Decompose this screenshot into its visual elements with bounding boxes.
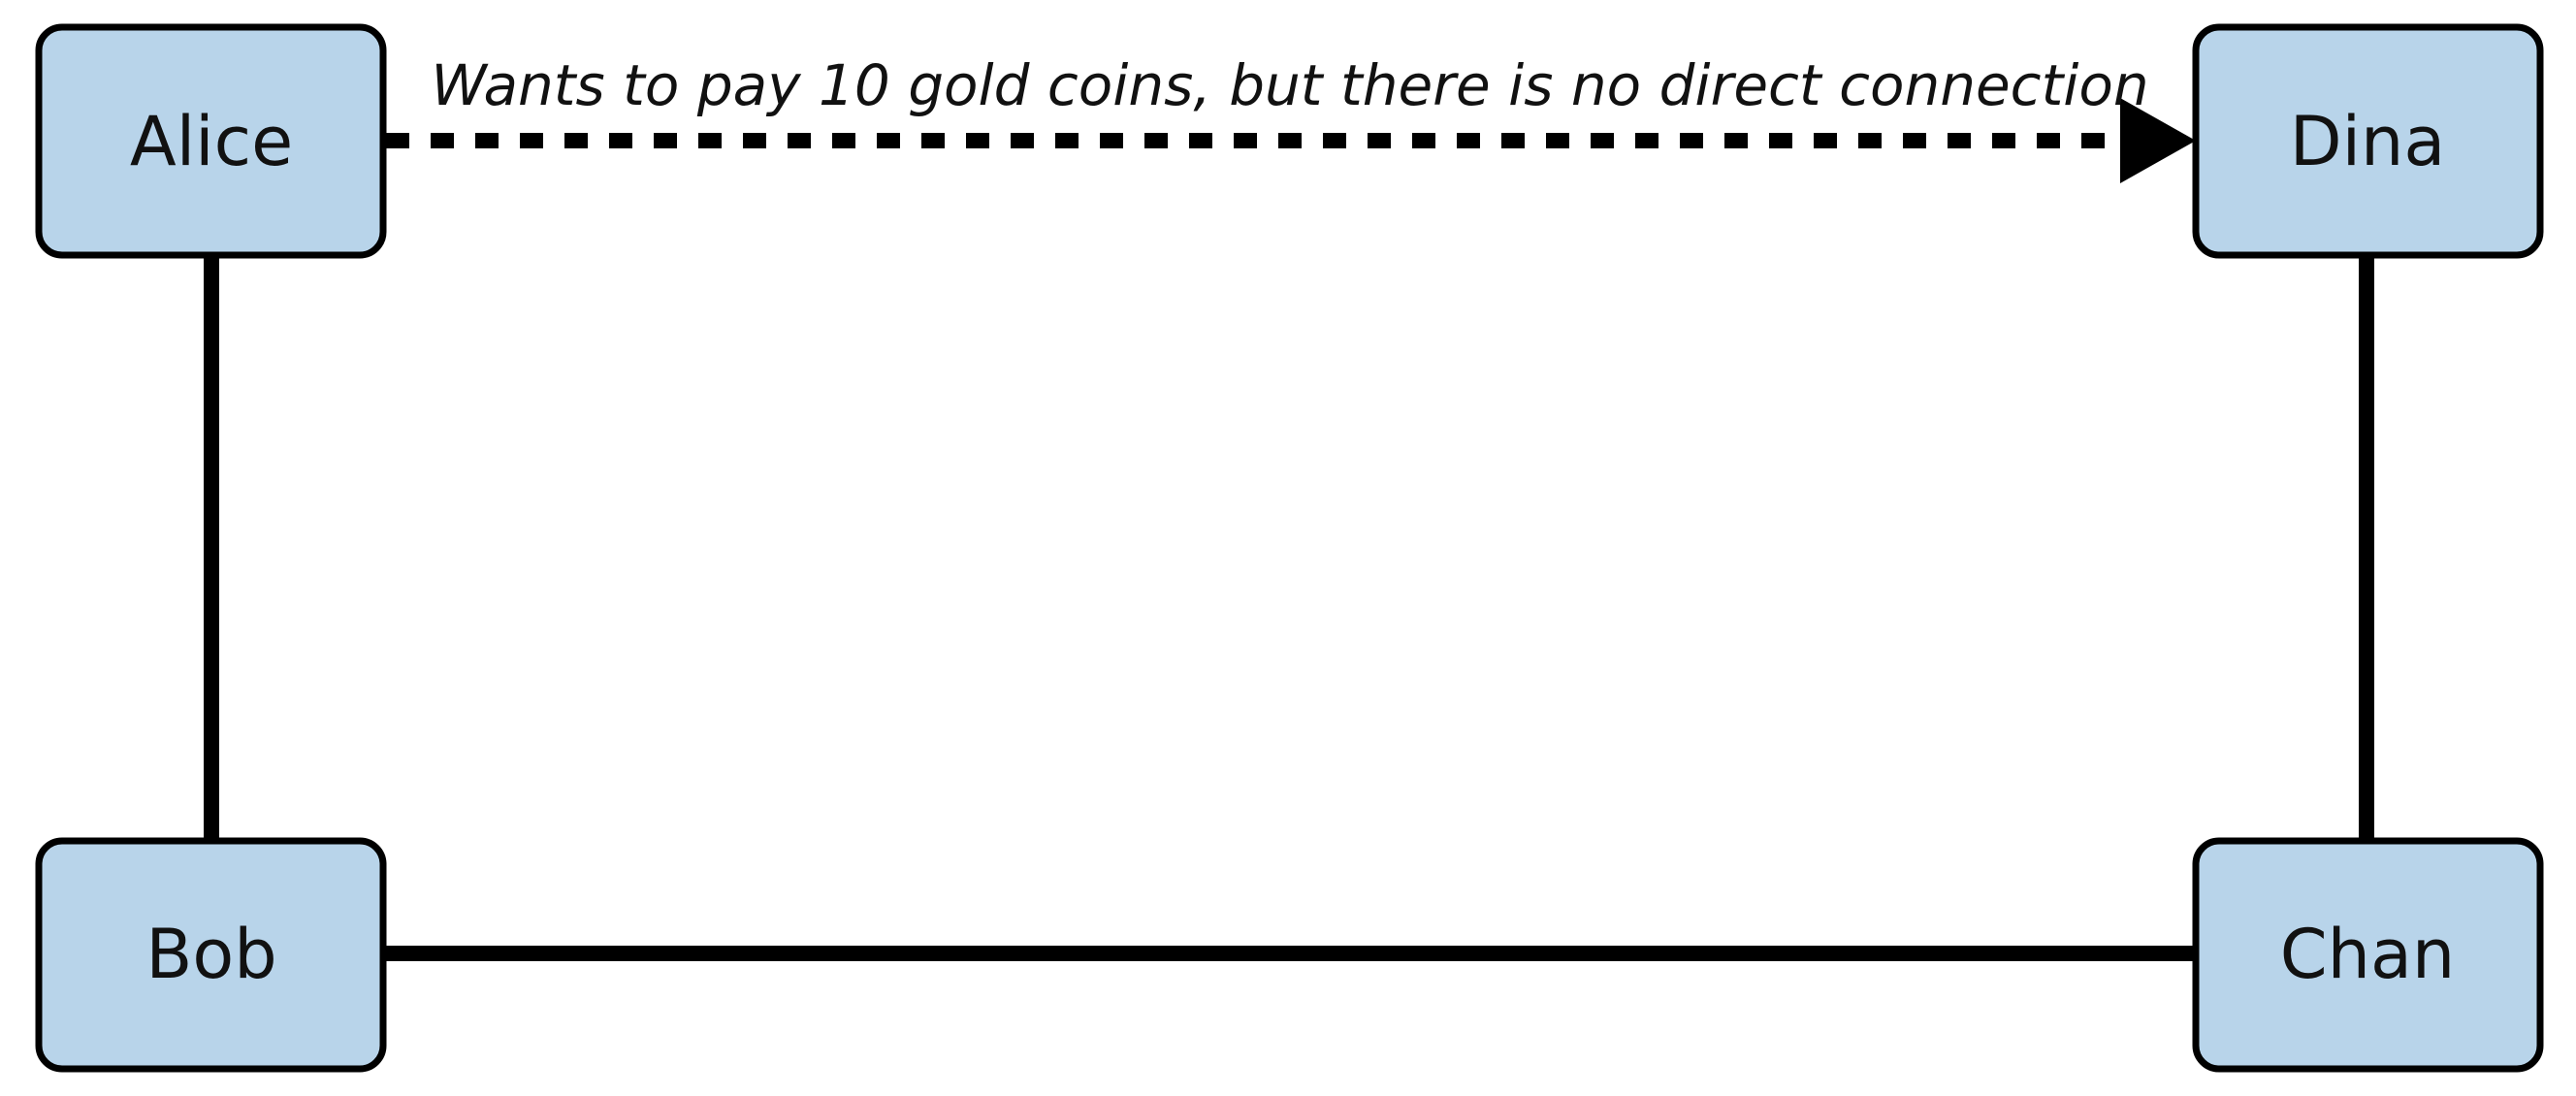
node-dina-box: [2192, 23, 2544, 259]
node-chan-label: Chan: [2280, 915, 2456, 994]
node-bob-box: [35, 837, 387, 1073]
node-chan: Chan: [2192, 837, 2544, 1073]
edge-alice-dina-label: Wants to pay 10 gold coins, but there is…: [431, 52, 2148, 118]
edge-alice-dina-arrowhead: [2120, 98, 2196, 183]
node-dina: Dina: [2192, 23, 2544, 259]
node-alice-label: Alice: [130, 102, 293, 181]
node-chan-box: [2192, 837, 2544, 1073]
node-bob: Bob: [35, 837, 387, 1073]
edge-alice-dina: Wants to pay 10 gold coins, but there is…: [386, 52, 2196, 183]
node-bob-label: Bob: [145, 915, 276, 994]
node-alice-box: [35, 23, 387, 259]
node-alice: Alice: [35, 23, 387, 259]
node-dina-label: Dina: [2290, 102, 2446, 181]
